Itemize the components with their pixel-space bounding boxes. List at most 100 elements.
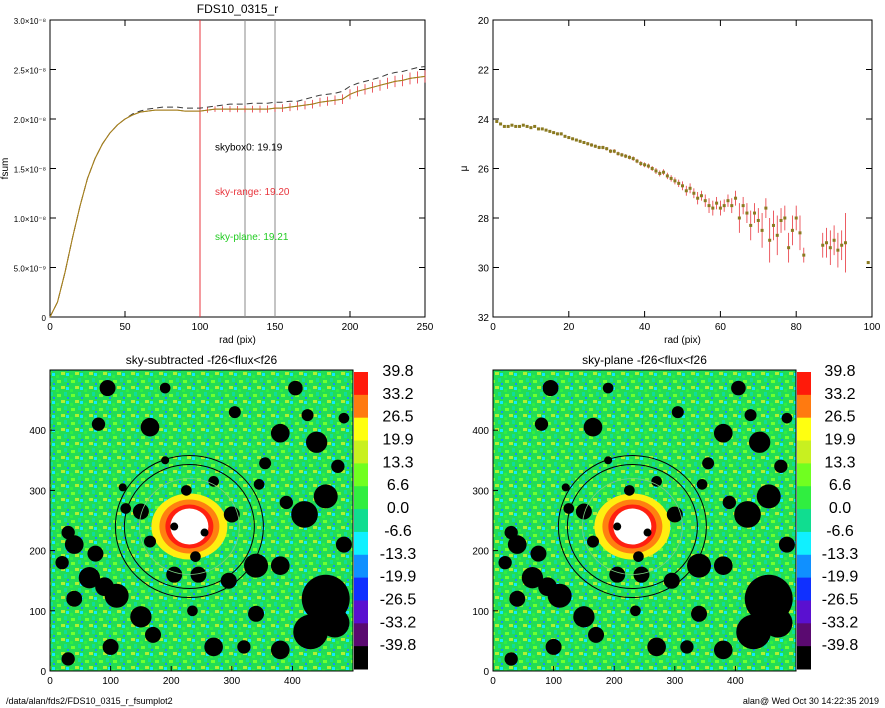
data-point (559, 132, 563, 136)
colorbar-swatch (354, 394, 368, 419)
masked-source (132, 503, 149, 520)
masked-source (159, 382, 171, 394)
data-point (612, 149, 616, 153)
series-line (49, 66, 426, 318)
data-point (790, 228, 794, 232)
y-tick-label: 400 (472, 426, 489, 437)
y-tick-label: 20 (478, 16, 490, 27)
masked-source (270, 556, 290, 575)
x-tick-label: 60 (715, 322, 727, 333)
data-point (665, 174, 669, 178)
masked-source (320, 608, 350, 638)
colorbar-swatch (354, 600, 368, 624)
colorbar-swatch (797, 394, 811, 419)
panel-title: FDS10_0315_r (197, 2, 278, 16)
y-tick-label: 300 (29, 486, 46, 497)
x-tick-label: 50 (119, 322, 131, 333)
y-tick-label: 22 (478, 66, 490, 77)
colorbar-swatch (354, 531, 368, 556)
data-point (574, 138, 578, 142)
data-point (518, 124, 522, 128)
data-point (866, 261, 870, 265)
colorbar-label: 26.5 (824, 409, 855, 426)
data-point (525, 124, 529, 128)
y-tick-label: 5.0×10⁻⁹ (14, 265, 46, 274)
masked-source (55, 555, 69, 570)
sky-plane-panel: 0 100 200 300 400 0 100 200 300 400 sky-plane -f26… (472, 353, 858, 687)
data-point (502, 124, 506, 128)
masked-source (691, 605, 708, 622)
y-axis-label: μ (459, 165, 470, 171)
masked-source (630, 605, 641, 617)
data-point (616, 152, 620, 156)
colorbar-swatch (354, 417, 368, 442)
data-point (578, 139, 582, 143)
x-tick-label: 0 (47, 676, 53, 687)
data-point (681, 184, 684, 188)
y-tick-label: 30 (478, 264, 490, 275)
masked-source (713, 556, 733, 575)
data-point (802, 253, 806, 257)
x-tick-label: 200 (342, 322, 359, 333)
sky-subtracted-panel: 0 100 200 300 400 0 100 200 300 400 sky-subtracted… (29, 353, 416, 687)
masked-source (338, 412, 350, 424)
colorbar-label: -26.5 (822, 591, 859, 608)
masked-source (313, 484, 338, 509)
masked-source (270, 640, 290, 660)
y-tick-label: 3.0×10⁻⁸ (14, 17, 46, 26)
masked-source (259, 457, 272, 470)
x-tick-label: 100 (102, 676, 119, 687)
masked-source (586, 535, 599, 548)
masked-source (118, 483, 127, 492)
y-tick-label: 300 (472, 486, 489, 497)
masked-source (190, 551, 201, 562)
data-point (787, 246, 791, 250)
y-tick-label: 26 (478, 165, 490, 176)
colorbar-swatch (797, 554, 811, 579)
masked-source (573, 606, 595, 628)
colorbar-label: -6.6 (826, 523, 854, 540)
colorbar-swatch (797, 623, 811, 647)
data-point (741, 204, 745, 208)
data-point (718, 206, 722, 210)
masked-source (253, 479, 265, 490)
masked-source (293, 614, 328, 650)
annulus-outer (114, 455, 264, 599)
plot-frame (492, 369, 797, 672)
masked-source (583, 417, 603, 437)
colorbar-label: -19.9 (380, 569, 417, 586)
colorbar-label: -26.5 (380, 591, 417, 608)
x-tick-label: 80 (791, 322, 803, 333)
data-point (529, 126, 533, 130)
masked-source (166, 566, 183, 583)
masked-source (633, 551, 644, 562)
colorbar-label: 0.0 (387, 500, 409, 517)
x-tick-label: 0 (490, 676, 496, 687)
x-tick-label: 20 (563, 322, 575, 333)
x-axis-label: rad (pix) (219, 335, 256, 346)
masked-source (763, 608, 793, 638)
data-point (715, 201, 719, 205)
data-point (760, 228, 764, 232)
data-point (646, 164, 650, 168)
data-point (624, 154, 628, 158)
data-point (768, 238, 772, 242)
colorbar-label: -13.3 (822, 546, 859, 563)
colorbar-label: 6.6 (387, 477, 409, 494)
masked-source (633, 566, 650, 583)
colorbar-label: -33.2 (822, 614, 859, 631)
masked-source (687, 553, 712, 578)
masked-source (288, 380, 303, 396)
masked-source (208, 476, 219, 487)
masked-source (104, 583, 129, 608)
masked-source (781, 412, 793, 424)
masked-source (244, 553, 269, 578)
data-point (608, 149, 612, 153)
colorbar-label: -13.3 (380, 546, 417, 563)
masked-source (561, 483, 570, 492)
data-point (696, 196, 700, 200)
data-point (620, 153, 624, 157)
masked-source (301, 409, 314, 422)
colorbar-label: -19.9 (822, 569, 859, 586)
